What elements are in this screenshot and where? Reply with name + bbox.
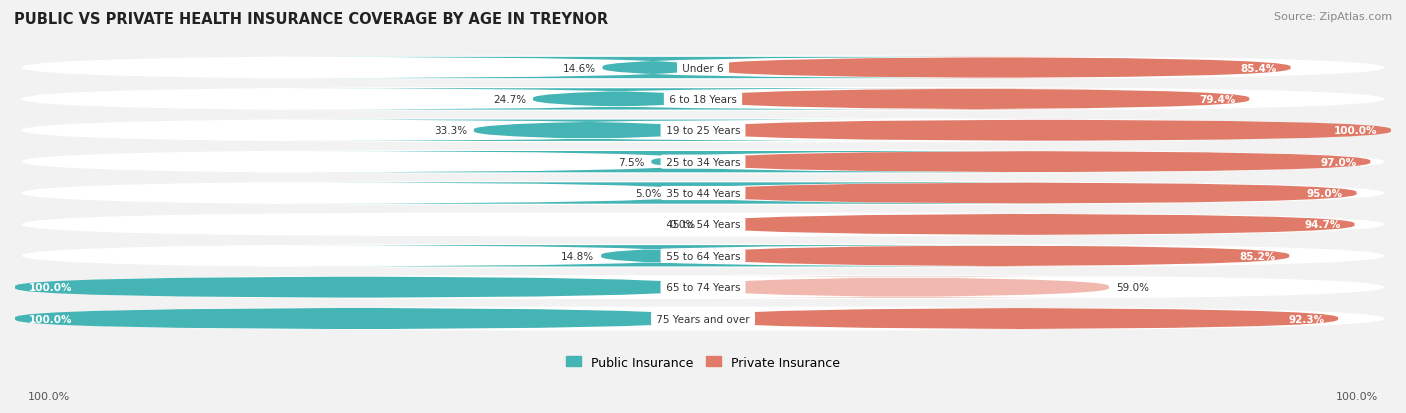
FancyBboxPatch shape xyxy=(703,214,1354,235)
Text: 25 to 34 Years: 25 to 34 Years xyxy=(662,157,744,167)
Text: 0.0%: 0.0% xyxy=(669,220,696,230)
FancyBboxPatch shape xyxy=(22,150,1384,174)
FancyBboxPatch shape xyxy=(22,275,1384,299)
FancyBboxPatch shape xyxy=(15,308,703,330)
Text: PUBLIC VS PRIVATE HEALTH INSURANCE COVERAGE BY AGE IN TREYNOR: PUBLIC VS PRIVATE HEALTH INSURANCE COVER… xyxy=(14,12,609,27)
Legend: Public Insurance, Private Insurance: Public Insurance, Private Insurance xyxy=(561,351,845,374)
Text: 65 to 74 Years: 65 to 74 Years xyxy=(662,282,744,292)
Text: 100.0%: 100.0% xyxy=(1334,126,1378,136)
FancyBboxPatch shape xyxy=(22,213,1384,237)
Text: Source: ZipAtlas.com: Source: ZipAtlas.com xyxy=(1274,12,1392,22)
FancyBboxPatch shape xyxy=(283,152,1073,173)
FancyBboxPatch shape xyxy=(22,119,1384,143)
Text: 5.0%: 5.0% xyxy=(636,189,662,199)
FancyBboxPatch shape xyxy=(22,244,1384,268)
Text: 100.0%: 100.0% xyxy=(28,282,72,292)
FancyBboxPatch shape xyxy=(703,183,1357,204)
Text: 94.7%: 94.7% xyxy=(1305,220,1341,230)
FancyBboxPatch shape xyxy=(688,277,1123,298)
FancyBboxPatch shape xyxy=(283,58,1024,79)
Text: 95.0%: 95.0% xyxy=(1306,189,1343,199)
Text: 19 to 25 Years: 19 to 25 Years xyxy=(662,126,744,136)
Text: 100.0%: 100.0% xyxy=(1336,391,1378,401)
FancyBboxPatch shape xyxy=(22,307,1384,331)
FancyBboxPatch shape xyxy=(703,152,1371,173)
FancyBboxPatch shape xyxy=(703,308,1339,330)
Text: 14.8%: 14.8% xyxy=(561,251,595,261)
Text: 6 to 18 Years: 6 to 18 Years xyxy=(666,95,740,104)
Text: 92.3%: 92.3% xyxy=(1288,314,1324,324)
FancyBboxPatch shape xyxy=(703,245,1289,267)
Text: 100.0%: 100.0% xyxy=(28,391,70,401)
FancyBboxPatch shape xyxy=(703,120,1391,142)
Text: 100.0%: 100.0% xyxy=(28,314,72,324)
FancyBboxPatch shape xyxy=(703,89,1250,110)
FancyBboxPatch shape xyxy=(703,58,1291,79)
Text: 55 to 64 Years: 55 to 64 Years xyxy=(662,251,744,261)
FancyBboxPatch shape xyxy=(283,120,896,142)
FancyBboxPatch shape xyxy=(283,89,955,110)
Text: 85.2%: 85.2% xyxy=(1239,251,1275,261)
Text: 7.5%: 7.5% xyxy=(619,157,644,167)
Text: 45 to 54 Years: 45 to 54 Years xyxy=(662,220,744,230)
Text: 35 to 44 Years: 35 to 44 Years xyxy=(662,189,744,199)
Text: 97.0%: 97.0% xyxy=(1320,157,1357,167)
Text: 14.6%: 14.6% xyxy=(562,63,596,74)
FancyBboxPatch shape xyxy=(15,277,703,298)
FancyBboxPatch shape xyxy=(22,182,1384,205)
FancyBboxPatch shape xyxy=(283,245,1022,267)
FancyBboxPatch shape xyxy=(22,88,1384,112)
FancyBboxPatch shape xyxy=(283,183,1090,204)
Text: 24.7%: 24.7% xyxy=(494,95,526,104)
FancyBboxPatch shape xyxy=(22,57,1384,80)
Text: 33.3%: 33.3% xyxy=(434,126,467,136)
Text: 79.4%: 79.4% xyxy=(1199,95,1236,104)
Text: 85.4%: 85.4% xyxy=(1240,63,1277,74)
Text: 59.0%: 59.0% xyxy=(1116,282,1149,292)
Text: Under 6: Under 6 xyxy=(679,63,727,74)
Text: 75 Years and over: 75 Years and over xyxy=(652,314,754,324)
